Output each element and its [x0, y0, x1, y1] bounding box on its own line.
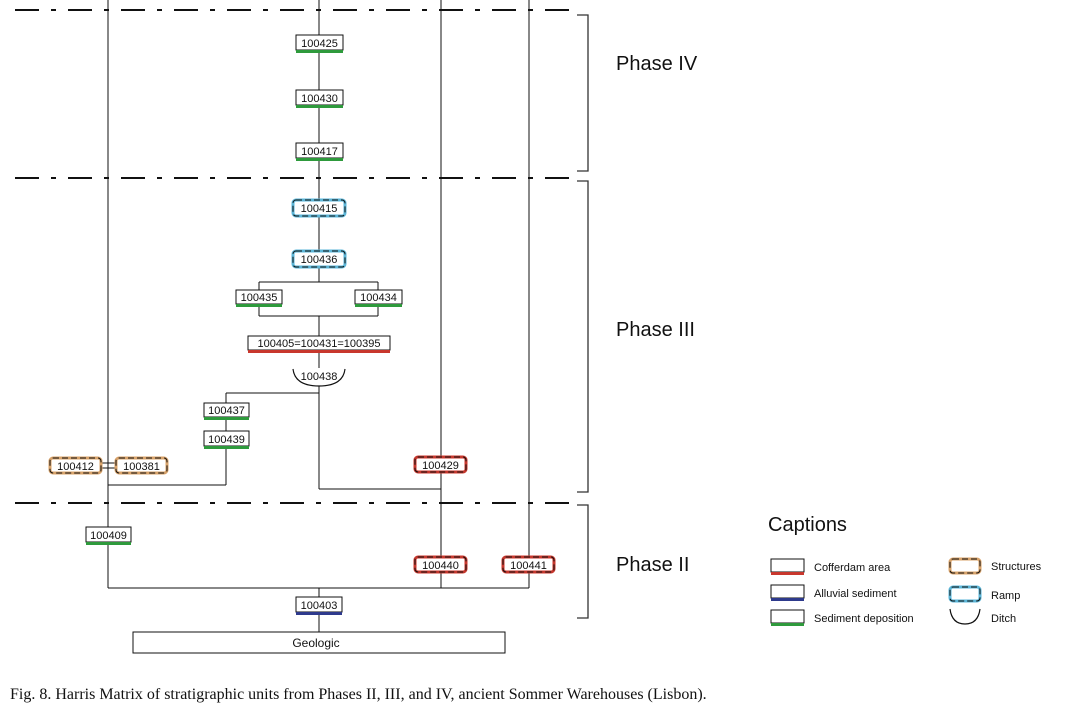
unit-label: 100417 — [301, 146, 338, 158]
legend-item-sediment: Sediment deposition — [770, 609, 914, 626]
unit-100441: 100441 — [501, 555, 556, 574]
unit-label: 100440 — [422, 560, 459, 572]
unit-100435: 100435 — [235, 289, 283, 307]
unit-label: 100429 — [422, 460, 459, 472]
unit-100436: 100436 — [291, 249, 347, 269]
unit-label: 100430 — [301, 93, 338, 105]
unit-100440: 100440 — [413, 555, 468, 574]
unit-label: 100437 — [208, 405, 245, 417]
unit-100430: 100430 — [295, 89, 344, 108]
unit-label: Geologic — [292, 636, 339, 650]
legend: Captions Cofferdam area Alluvial sedimen… — [768, 514, 1042, 626]
unit-100415: 100415 — [291, 198, 347, 218]
unit-label: 100438 — [301, 371, 338, 383]
bracket-phase-ii — [577, 504, 589, 619]
unit-label: 100415 — [301, 203, 338, 215]
unit-100439: 100439 — [203, 430, 250, 449]
legend-title: Captions — [768, 514, 847, 536]
unit-100403: 100403 — [295, 596, 343, 615]
legend-label: Structures — [991, 561, 1042, 573]
bracket-phase-iv — [577, 14, 589, 172]
legend-label: Cofferdam area — [814, 562, 891, 574]
legend-label: Alluvial sediment — [814, 588, 897, 600]
unit-100405-100431-100395: 100405=100431=100395 — [247, 335, 391, 353]
phase-ii-label: Phase II — [616, 554, 689, 576]
unit-label: 100381 — [123, 461, 160, 473]
unit-100425: 100425 — [295, 34, 344, 53]
unit-100438: 100438 — [292, 368, 346, 387]
legend-item-alluvial: Alluvial sediment — [770, 584, 897, 601]
legend-label: Sediment deposition — [814, 613, 914, 625]
unit-label: 100403 — [301, 600, 338, 612]
unit-label: 100439 — [208, 434, 245, 446]
phase-iv-label: Phase IV — [616, 53, 698, 75]
legend-label: Ramp — [991, 590, 1020, 602]
unit-100437: 100437 — [203, 402, 250, 420]
unit-100381: 100381 — [114, 456, 169, 475]
unit-label: 100425 — [301, 38, 338, 50]
legend-label: Ditch — [991, 613, 1016, 625]
unit-label: 100405=100431=100395 — [258, 338, 381, 350]
unit-100429: 100429 — [413, 455, 468, 474]
unit-100412: 100412 — [48, 456, 103, 475]
unit-label: 100441 — [510, 560, 547, 572]
unit-100409: 100409 — [85, 526, 132, 545]
unit-100417: 100417 — [295, 142, 344, 161]
unit-label: 100434 — [360, 292, 397, 304]
bracket-phase-iii — [577, 180, 589, 493]
unit-geologic: Geologic — [132, 631, 506, 654]
unit-label: 100409 — [90, 530, 127, 542]
phase-iii-label: Phase III — [616, 319, 695, 341]
legend-item-structures: Structures — [948, 557, 1042, 575]
unit-100434: 100434 — [354, 289, 403, 307]
figure-caption: Fig. 8. Harris Matrix of stratigraphic u… — [10, 686, 707, 703]
unit-label: 100435 — [241, 292, 278, 304]
unit-label: 100412 — [57, 461, 94, 473]
phase-brackets — [577, 14, 589, 619]
legend-item-ditch: Ditch — [949, 608, 1016, 625]
unit-label: 100436 — [301, 254, 338, 266]
legend-item-cofferdam: Cofferdam area — [770, 558, 891, 575]
legend-item-ramp: Ramp — [948, 585, 1020, 603]
